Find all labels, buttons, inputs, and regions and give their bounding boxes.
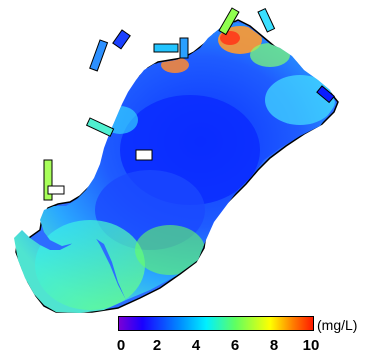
colorbar-tick-10: 10 bbox=[302, 337, 320, 354]
colorbar-tick-2: 2 bbox=[152, 337, 162, 354]
colorbar-tick-4: 4 bbox=[191, 337, 201, 354]
concentration-map bbox=[14, 7, 339, 313]
colorbar-unit-label: (mg/L) bbox=[317, 317, 358, 333]
piers bbox=[43, 7, 335, 201]
colorbar bbox=[118, 316, 314, 331]
colorbar-tick-8: 8 bbox=[269, 337, 279, 354]
colorbar-tick-6: 6 bbox=[230, 337, 240, 354]
colorbar-tick-0: 0 bbox=[116, 337, 126, 354]
